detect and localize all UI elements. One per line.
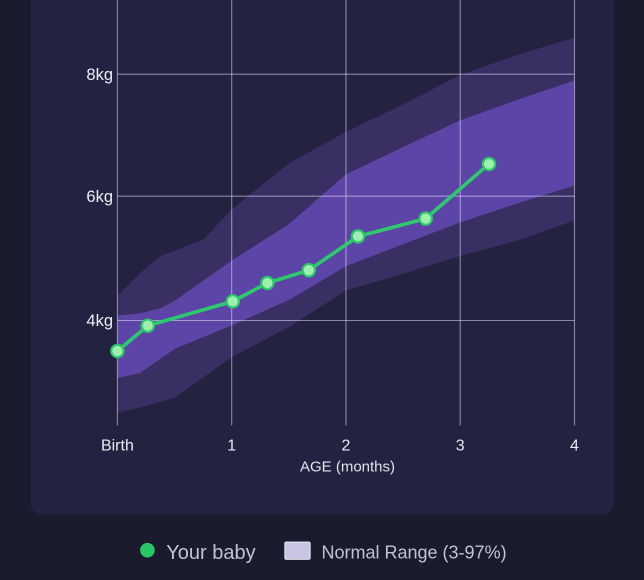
svg-text:AGE (months): AGE (months) [300,459,395,476]
svg-text:Birth: Birth [101,438,134,455]
svg-text:4: 4 [570,438,579,455]
svg-text:3: 3 [456,438,465,455]
svg-text:2: 2 [341,438,350,455]
svg-text:6kg: 6kg [86,188,113,206]
svg-text:8kg: 8kg [86,66,113,84]
svg-text:Normal Range (3-97%): Normal Range (3-97%) [322,543,507,563]
svg-text:Your baby: Your baby [166,542,255,564]
svg-text:4kg: 4kg [86,312,113,330]
svg-text:1: 1 [227,438,236,455]
